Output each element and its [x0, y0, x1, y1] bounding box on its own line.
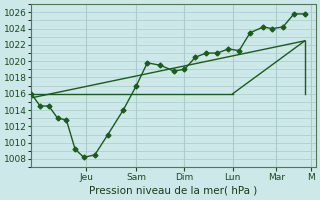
X-axis label: Pression niveau de la mer( hPa ): Pression niveau de la mer( hPa ) — [89, 186, 258, 196]
